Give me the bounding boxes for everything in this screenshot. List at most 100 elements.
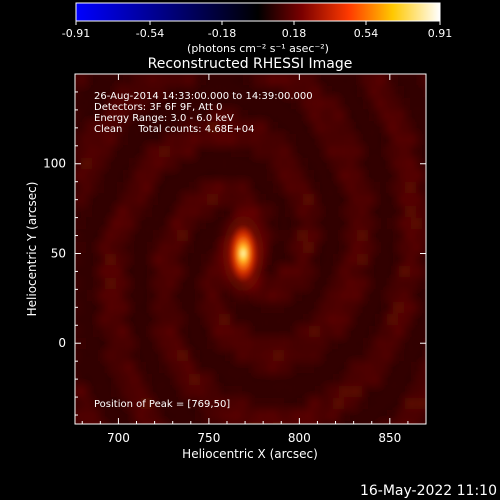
- residual-cell: [363, 146, 374, 157]
- residual-cell: [327, 410, 338, 421]
- residual-cell: [195, 338, 206, 349]
- residual-cell: [201, 158, 212, 169]
- residual-cell: [375, 122, 386, 133]
- residual-cell: [279, 242, 290, 253]
- residual-cell: [411, 242, 422, 253]
- residual-cell: [399, 338, 410, 349]
- residual-cell: [231, 194, 242, 205]
- residual-cell: [423, 146, 426, 157]
- residual-cell: [81, 230, 92, 241]
- residual-cell: [399, 146, 410, 157]
- residual-cell: [279, 266, 290, 277]
- residual-cell: [381, 206, 392, 217]
- residual-cell: [291, 290, 302, 301]
- residual-cell: [309, 278, 320, 289]
- residual-cell: [297, 182, 308, 193]
- residual-cell: [339, 98, 350, 109]
- residual-cell: [345, 134, 356, 145]
- residual-cell: [207, 338, 218, 349]
- residual-cell: [141, 134, 152, 145]
- residual-cell: [129, 86, 140, 97]
- residual-cell: [81, 398, 92, 409]
- residual-cell: [375, 362, 386, 373]
- residual-cell: [171, 290, 182, 301]
- residual-cell: [339, 362, 350, 373]
- residual-cell: [213, 326, 224, 337]
- residual-cell: [141, 110, 152, 121]
- residual-cell: [177, 398, 188, 409]
- residual-cell: [423, 74, 426, 85]
- y-axis-label: Heliocentric Y (arcsec): [25, 182, 39, 317]
- residual-cell: [225, 422, 236, 424]
- residual-cell: [345, 182, 356, 193]
- residual-cell: [129, 182, 140, 193]
- residual-cell: [159, 74, 170, 85]
- residual-cell: [93, 110, 104, 121]
- residual-cell: [135, 74, 146, 85]
- residual-cell: [267, 242, 278, 253]
- residual-cell: [237, 182, 248, 193]
- residual-cell: [429, 134, 440, 145]
- residual-cell: [303, 122, 314, 133]
- residual-cell: [417, 206, 426, 217]
- residual-cell: [201, 278, 212, 289]
- residual-cell: [141, 86, 152, 97]
- residual-cell: [363, 314, 374, 325]
- residual-cell: [93, 182, 104, 193]
- residual-cell: [399, 410, 410, 421]
- residual-cell: [123, 290, 134, 301]
- residual-cell: [369, 182, 380, 193]
- residual-cell: [177, 110, 188, 121]
- residual-cell: [159, 338, 170, 349]
- residual-cell: [243, 314, 254, 325]
- residual-cell: [369, 350, 380, 361]
- residual-cell: [357, 230, 368, 241]
- residual-cell: [117, 134, 128, 145]
- residual-cell: [381, 302, 392, 313]
- residual-cell: [207, 242, 218, 253]
- residual-cell: [225, 182, 236, 193]
- residual-cell: [309, 302, 320, 313]
- residual-cell: [249, 302, 260, 313]
- residual-cell: [369, 374, 380, 385]
- residual-cell: [351, 194, 362, 205]
- residual-cell: [123, 218, 134, 229]
- residual-cell: [363, 386, 374, 397]
- residual-cell: [297, 254, 308, 265]
- residual-cell: [375, 74, 386, 85]
- residual-cell: [123, 170, 134, 181]
- residual-cell: [423, 122, 426, 133]
- residual-cell: [423, 386, 426, 397]
- residual-cell: [237, 350, 248, 361]
- residual-cell: [297, 326, 308, 337]
- residual-cell: [375, 194, 386, 205]
- residual-cell: [345, 206, 356, 217]
- residual-cell: [105, 158, 116, 169]
- residual-cell: [345, 422, 356, 424]
- residual-cell: [141, 182, 152, 193]
- residual-cell: [381, 86, 392, 97]
- residual-cell: [387, 74, 398, 85]
- residual-cell: [327, 362, 338, 373]
- residual-cell: [147, 74, 158, 85]
- residual-cell: [291, 314, 302, 325]
- residual-cell: [171, 98, 182, 109]
- residual-cell: [135, 410, 146, 421]
- residual-cell: [135, 290, 146, 301]
- residual-cell: [111, 314, 122, 325]
- residual-cell: [237, 158, 248, 169]
- residual-cell: [387, 314, 398, 325]
- residual-cell: [411, 314, 422, 325]
- residual-cell: [333, 158, 344, 169]
- residual-cell: [321, 254, 332, 265]
- residual-cell: [363, 218, 374, 229]
- residual-cell: [297, 158, 308, 169]
- residual-cell: [357, 326, 368, 337]
- residual-cell: [393, 134, 404, 145]
- residual-cell: [411, 170, 422, 181]
- residual-cell: [303, 242, 314, 253]
- residual-cell: [231, 98, 242, 109]
- x-axis-ticks: 700 750 800 850: [81, 74, 409, 445]
- residual-cell: [327, 290, 338, 301]
- residual-cell: [393, 254, 404, 265]
